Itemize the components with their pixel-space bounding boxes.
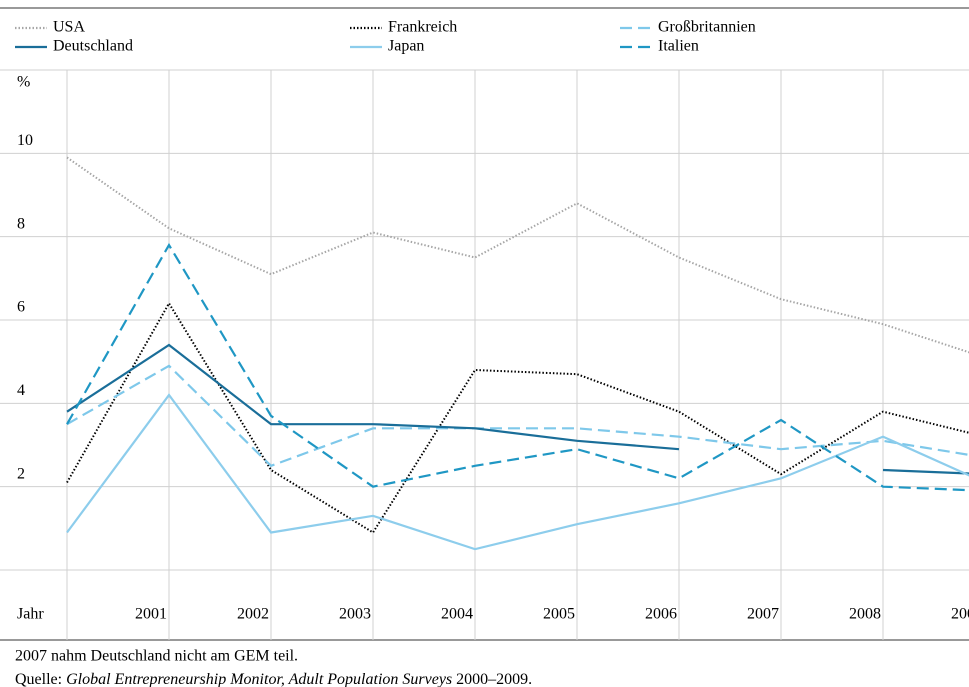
source: Quelle: Global Entrepreneurship Monitor,… xyxy=(15,671,532,687)
y-tick-label: 4 xyxy=(17,382,25,399)
series-line xyxy=(66,364,969,468)
x-tick-label: 2008 xyxy=(849,606,881,623)
x-tick-label: 2004 xyxy=(441,606,473,623)
source-title: Global Entrepreneurship Monitor, Adult P… xyxy=(66,671,452,687)
y-axis-label: % xyxy=(17,74,30,91)
series-line xyxy=(66,242,969,492)
y-tick-label: 6 xyxy=(17,299,25,316)
legend-label: Frankreich xyxy=(388,19,457,36)
series-line xyxy=(66,343,680,451)
x-tick-label: 2007 xyxy=(747,606,779,623)
x-tick-label: 2003 xyxy=(339,606,371,623)
x-tick-label: 2001 xyxy=(135,606,167,623)
series-line xyxy=(66,301,969,534)
x-tick-label: 2002 xyxy=(237,606,269,623)
legend-label: Deutschland xyxy=(53,38,133,55)
y-tick-label: 10 xyxy=(17,132,33,149)
note: 2007 nahm Deutschland nicht am GEM teil. xyxy=(15,648,298,665)
x-tick-label: 2005 xyxy=(543,606,575,623)
y-tick-label: 8 xyxy=(17,215,25,232)
x-axis-label: Jahr xyxy=(17,606,44,623)
x-tick-label: 2006 xyxy=(645,606,677,623)
series-line xyxy=(882,468,969,475)
series-line xyxy=(66,393,969,551)
y-tick-label: 2 xyxy=(17,465,25,482)
legend-label: Italien xyxy=(658,38,699,55)
x-tick-label: 2009 xyxy=(951,606,969,623)
legend-label: USA xyxy=(53,19,85,36)
legend-label: Japan xyxy=(388,38,424,55)
series-line xyxy=(66,156,969,354)
source-prefix: Quelle: xyxy=(15,671,66,687)
legend-label: Großbritannien xyxy=(658,19,756,36)
source-suffix: 2000–2009. xyxy=(452,671,532,687)
